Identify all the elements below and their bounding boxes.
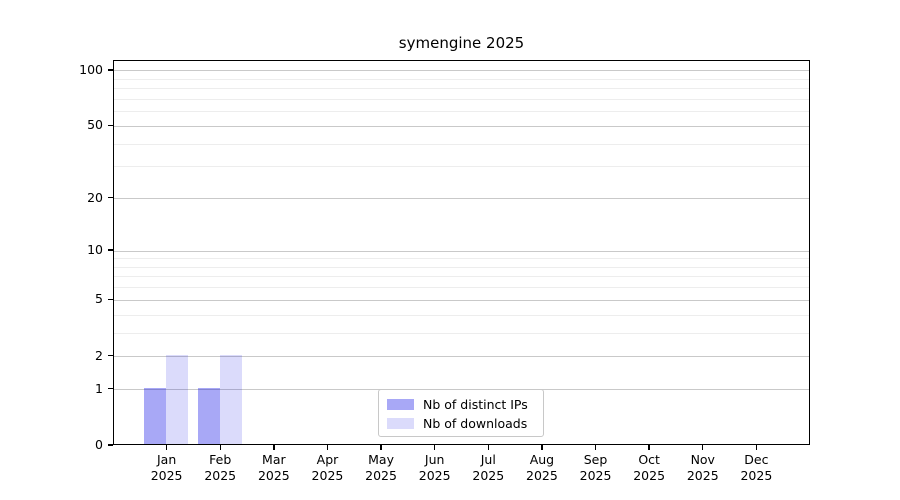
y-minor-gridline (114, 111, 809, 113)
y-minor-gridline (114, 78, 809, 80)
x-tick-year: 2025 (365, 468, 397, 483)
y-tick-mark (108, 354, 113, 357)
x-tick-month: Oct (638, 452, 660, 467)
x-tick-label: Sep 2025 (566, 452, 626, 484)
x-tick-mark (380, 445, 382, 450)
x-tick-year: 2025 (633, 468, 666, 483)
x-tick-month: Feb (209, 452, 232, 467)
x-tick-month: Aug (529, 452, 555, 467)
x-tick-year: 2025 (204, 468, 237, 483)
x-tick-label: Aug 2025 (512, 452, 572, 484)
y-tick-label: 0 (95, 437, 103, 452)
y-tick-mark (108, 69, 113, 71)
y-minor-gridline (114, 258, 809, 260)
x-tick-mark (755, 445, 758, 450)
x-tick-label: Feb 2025 (190, 452, 250, 484)
y-minor-gridline (114, 143, 809, 145)
x-tick-year: 2025 (526, 468, 558, 483)
y-tick-mark (108, 124, 113, 127)
x-tick-year: 2025 (472, 468, 505, 483)
legend: Nb of distinct IPs Nb of downloads (378, 389, 544, 437)
y-tick-mark (108, 196, 113, 199)
x-tick-mark (487, 445, 489, 450)
x-tick-year: 2025 (740, 468, 773, 483)
bar-distinct-ips (197, 387, 220, 444)
x-tick-label: May 2025 (351, 452, 411, 484)
y-major-gridline (114, 70, 809, 72)
chart-title: symengine 2025 (398, 34, 525, 52)
x-tick-month: Apr (316, 452, 339, 467)
x-tick-month: Jan (156, 452, 177, 467)
legend-swatch-distinct-ips (387, 399, 414, 410)
x-tick-month: May (368, 452, 394, 467)
x-tick-mark (219, 445, 221, 450)
bar-distinct-ips (144, 387, 167, 444)
y-tick-mark (108, 249, 113, 251)
x-tick-year: 2025 (418, 468, 451, 483)
legend-swatch-downloads (387, 418, 414, 429)
y-minor-gridline (114, 166, 809, 168)
x-tick-month: Jun (424, 452, 445, 467)
y-tick-label: 5 (95, 291, 103, 307)
x-tick-month: Sep (583, 452, 608, 467)
x-tick-year: 2025 (579, 468, 612, 483)
x-tick-label: Dec 2025 (726, 452, 786, 484)
y-major-gridline (114, 299, 809, 301)
legend-item-downloads: Nb of downloads (387, 414, 535, 433)
y-tick-mark (108, 444, 113, 446)
y-tick-label: 1 (95, 380, 103, 396)
legend-label-distinct-ips: Nb of distinct IPs (423, 396, 528, 412)
y-minor-gridline (114, 98, 809, 100)
y-minor-gridline (114, 314, 809, 316)
legend-item-distinct-ips: Nb of distinct IPs (387, 395, 535, 414)
y-tick-label: 100 (79, 61, 103, 77)
x-tick-mark (433, 445, 436, 450)
bar-downloads (166, 354, 189, 444)
x-tick-year: 2025 (311, 468, 344, 483)
x-tick-year: 2025 (257, 468, 290, 483)
x-tick-month: Jul (480, 452, 496, 467)
y-major-gridline (114, 250, 809, 252)
x-tick-label: Jul 2025 (458, 452, 518, 484)
x-tick-mark (594, 445, 597, 450)
x-tick-label: Jan 2025 (137, 452, 197, 484)
y-tick-label: 10 (87, 242, 103, 258)
x-tick-label: Apr 2025 (297, 452, 357, 484)
y-tick-label: 20 (87, 189, 103, 205)
x-tick-month: Dec (744, 452, 769, 467)
x-tick-mark (702, 445, 704, 450)
x-tick-label: Mar 2025 (244, 452, 304, 484)
bar-downloads (219, 354, 242, 444)
y-major-gridline (114, 125, 809, 127)
x-tick-label: Jun 2025 (405, 452, 465, 484)
x-tick-mark (165, 445, 168, 450)
x-tick-month: Mar (262, 452, 286, 467)
y-minor-gridline (114, 276, 809, 278)
x-tick-mark (541, 445, 543, 450)
y-tick-label: 2 (95, 347, 103, 363)
y-major-gridline (114, 356, 809, 358)
x-tick-month: Nov (690, 452, 715, 467)
y-major-gridline (114, 198, 809, 199)
legend-label-downloads: Nb of downloads (423, 415, 528, 431)
y-tick-mark (108, 387, 113, 390)
y-tick-mark (108, 298, 113, 301)
y-minor-gridline (114, 287, 809, 289)
plot-area (113, 60, 810, 445)
y-minor-gridline (114, 332, 809, 334)
y-minor-gridline (114, 88, 809, 90)
x-tick-year: 2025 (150, 468, 183, 483)
y-minor-gridline (114, 266, 809, 268)
x-tick-mark (273, 445, 275, 450)
y-tick-label: 50 (87, 117, 103, 133)
x-tick-mark (648, 445, 650, 450)
x-tick-mark (326, 445, 329, 450)
x-tick-label: Oct 2025 (619, 452, 679, 484)
x-tick-year: 2025 (686, 468, 719, 483)
x-tick-label: Nov 2025 (673, 452, 733, 484)
